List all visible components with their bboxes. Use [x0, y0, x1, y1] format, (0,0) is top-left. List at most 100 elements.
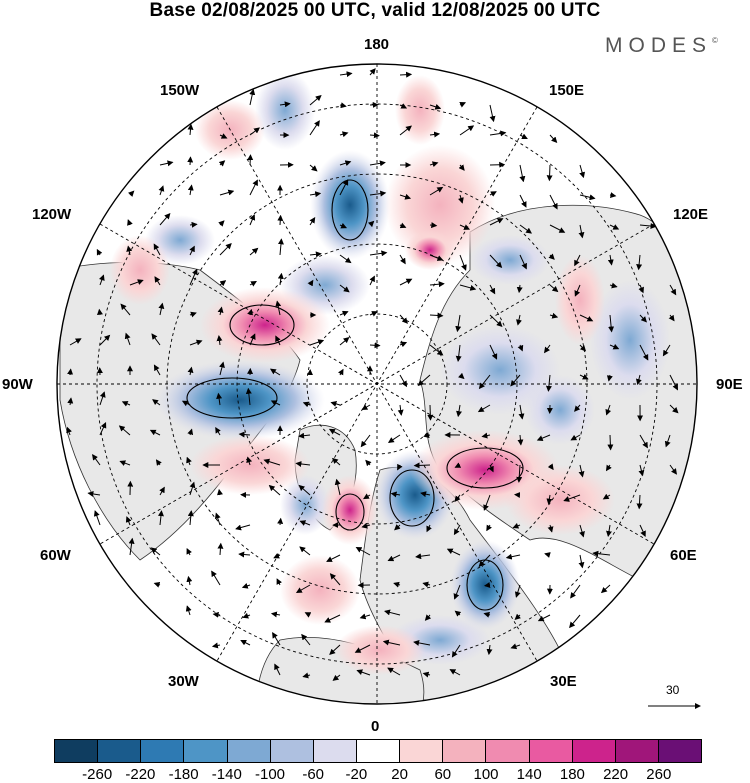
wind-vector-arrow [339, 337, 350, 346]
colorbar-tick-label: 260 [646, 766, 672, 783]
wind-vector-arrow [413, 462, 431, 469]
wind-vector-arrow [390, 491, 401, 498]
wind-vector-arrow [274, 663, 281, 676]
colorbar-box [270, 740, 314, 762]
wind-vector-arrow [489, 254, 503, 269]
wind-vector-arrow [159, 160, 174, 167]
wind-vector-arrow [516, 314, 522, 326]
wind-vector-arrow [361, 522, 371, 529]
wind-vector-arrow [399, 254, 406, 265]
wind-vector-arrow [127, 219, 133, 226]
wind-vector-arrow [429, 103, 442, 110]
wind-vector-arrow [459, 254, 467, 271]
wind-vector-arrow [153, 243, 161, 256]
wind-vector-arrow [309, 339, 325, 346]
positive-anomaly-blob [322, 475, 378, 545]
wind-vector-arrow [399, 125, 412, 136]
wind-vector-arrow [159, 212, 171, 226]
negative-anomaly-blob [255, 70, 315, 150]
graticule [57, 64, 697, 704]
colorbar-box [572, 740, 616, 762]
wind-vector-arrow [339, 160, 352, 167]
wind-vector-arrow [332, 674, 341, 681]
wind-vector-arrow [219, 280, 227, 287]
colorbar-box [55, 740, 99, 762]
wind-vector-arrow [519, 164, 526, 183]
wind-vector-arrow [454, 610, 462, 617]
wind-vector-arrow [309, 120, 320, 136]
brand-name: MODES [605, 34, 713, 57]
wind-vector-arrow [242, 612, 251, 619]
wind-vector-arrow [446, 548, 461, 556]
wind-vector-arrow [397, 463, 403, 471]
wind-vector-arrow [181, 400, 191, 407]
wind-vector-arrow [189, 245, 195, 256]
wind-vector-arrow [270, 611, 281, 618]
wind-vector-arrow [399, 222, 407, 229]
wind-vector-arrow [249, 281, 257, 287]
wind-vector-arrow [429, 186, 444, 196]
wind-vector-arrow [638, 464, 645, 477]
wind-vector-arrow [329, 573, 341, 586]
wind-vector-arrow [241, 582, 251, 589]
wind-vector-arrow [309, 251, 322, 258]
wind-vector-arrow [548, 253, 555, 260]
negative-anomaly-blob [525, 375, 595, 445]
wind-vector-arrow [369, 342, 381, 349]
wind-vector-arrow [458, 164, 465, 171]
wind-vector-arrow [413, 639, 431, 646]
colorbar-box [400, 740, 444, 762]
colorbar-box [227, 740, 271, 762]
wind-vector-arrow [99, 334, 111, 346]
wind-vector-arrow [635, 374, 642, 386]
wind-vector-arrow [387, 554, 401, 562]
wind-vector-arrow [549, 312, 559, 319]
contour-line [331, 179, 369, 241]
positive-anomaly-blob [405, 230, 455, 270]
wind-vector-arrow [119, 460, 131, 466]
positive-anomaly-blob [555, 255, 605, 345]
wind-vector-arrow [365, 459, 372, 467]
wind-vector-arrow [240, 639, 251, 646]
wind-vector-arrow [155, 459, 162, 466]
wind-vector-arrow [369, 160, 386, 167]
wind-vector-arrow [453, 584, 461, 600]
wind-vector-arrow [187, 366, 194, 376]
wind-vector-arrow [669, 374, 678, 391]
positive-anomaly-blob [335, 625, 425, 675]
colorbar-box [529, 740, 573, 762]
wind-vector-arrow [186, 456, 192, 466]
wind-vector-arrow [217, 488, 223, 496]
wind-vector-arrow [270, 400, 281, 406]
wind-vector-arrow [486, 644, 493, 656]
wind-vector-arrow [382, 639, 401, 646]
wind-vector-arrow [516, 284, 523, 294]
wind-vector-arrow [339, 254, 352, 264]
wind-vector-arrow [600, 584, 611, 594]
wind-vector-arrow [636, 494, 643, 510]
wind-vector-arrow [367, 220, 375, 228]
wind-vector-arrow [488, 464, 494, 473]
lon-label-150e: 150E [549, 82, 585, 99]
wind-vector-arrow [245, 387, 252, 406]
wind-vector-arrow [99, 391, 106, 406]
wind-vector-arrow [606, 374, 613, 382]
wind-vector-arrow [536, 434, 551, 441]
wind-vector-arrow [514, 584, 521, 598]
wind-vector-arrow [331, 457, 341, 466]
negative-anomaly-blob [310, 150, 390, 260]
lon-label-90w: 90W [2, 376, 33, 393]
wind-vector-arrow [570, 584, 581, 599]
wind-vector-arrow [459, 284, 477, 291]
wind-vector-arrow [92, 453, 101, 466]
wind-vector-arrow [246, 456, 253, 466]
wind-vector-arrow [394, 524, 401, 531]
wind-vector-arrow [384, 609, 401, 616]
wind-vector-arrow [249, 88, 256, 106]
wind-vector-arrow [369, 250, 388, 257]
wind-vector-arrow [592, 550, 611, 557]
wind-vector-arrow [517, 344, 524, 352]
wind-vector-arrow [458, 372, 465, 380]
wind-vector-arrow [454, 462, 462, 468]
wind-vector-arrow [415, 553, 431, 560]
